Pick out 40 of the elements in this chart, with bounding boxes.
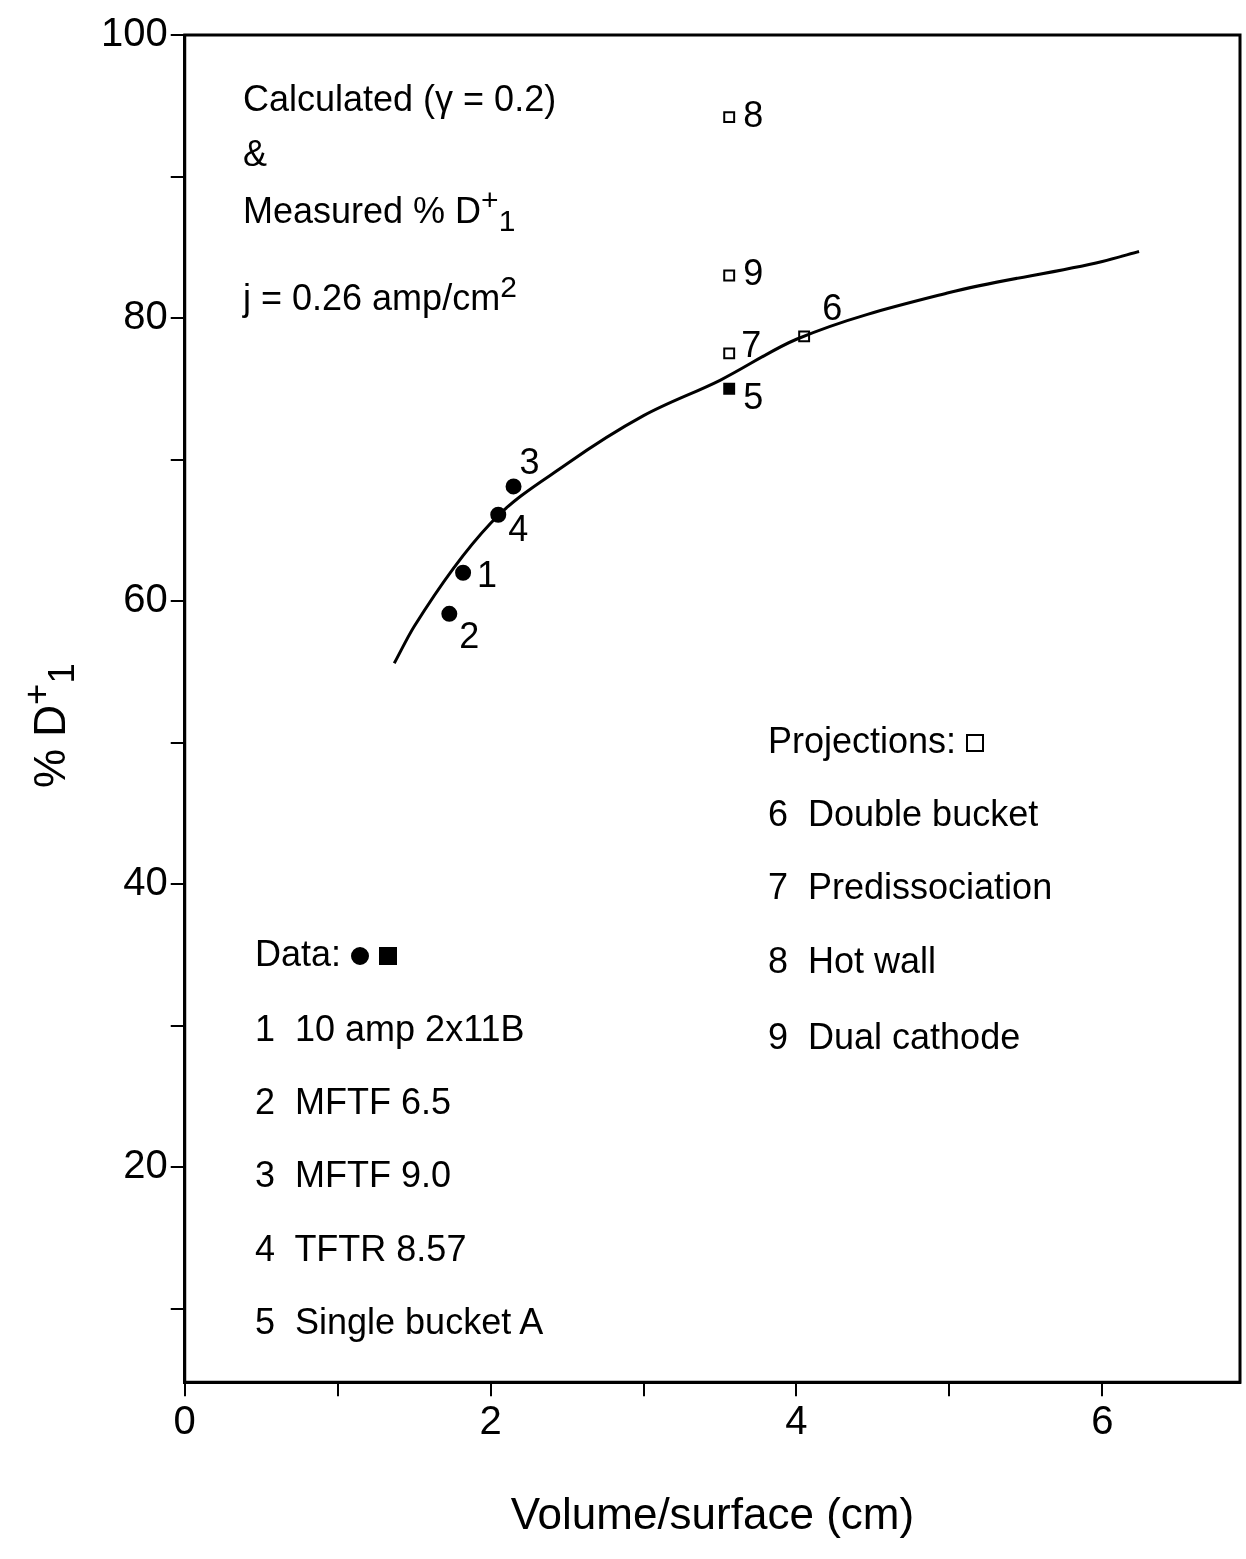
annotation: Calculated (γ = 0.2) bbox=[243, 78, 557, 119]
annotation: 4 bbox=[508, 507, 529, 549]
y-tick-label: 60 bbox=[123, 576, 168, 621]
annotation: 8 Hot wall bbox=[768, 940, 937, 981]
annotation: 1 10 amp 2x11B bbox=[255, 1008, 525, 1049]
annotation: & bbox=[243, 133, 268, 174]
annotation: 5 Single bucket A bbox=[255, 1301, 544, 1342]
annotation: 9 Dual cathode bbox=[768, 1016, 1021, 1057]
annotation: 2 bbox=[459, 614, 480, 656]
x-tick-label: 2 bbox=[479, 1398, 502, 1443]
annotation: j = 0.26 amp/cm$^{2}$ bbox=[243, 270, 517, 318]
x-tick-label: 0 bbox=[173, 1398, 196, 1443]
annotation: 3 bbox=[519, 441, 540, 483]
annotation: Data: bbox=[255, 933, 342, 974]
annotation: 5 bbox=[743, 375, 764, 417]
annotation: 9 bbox=[743, 252, 764, 294]
point bbox=[441, 605, 458, 622]
x-axis-title: Volume/surface (cm) bbox=[510, 1488, 915, 1538]
y-tick-label: 20 bbox=[123, 1142, 168, 1187]
point bbox=[455, 564, 472, 581]
point bbox=[723, 111, 736, 124]
annotation: 4 TFTR 8.57 bbox=[255, 1228, 467, 1269]
annotation: 2 MFTF 6.5 bbox=[255, 1081, 452, 1122]
annotation: 7 Predissociation bbox=[768, 866, 1053, 907]
annotation: Projections: bbox=[768, 720, 957, 761]
annotation: 1 bbox=[477, 553, 498, 595]
annotation: 7 bbox=[741, 324, 762, 366]
point bbox=[723, 347, 736, 360]
x-tick-label: 4 bbox=[785, 1398, 808, 1443]
y-tick-label: 100 bbox=[100, 10, 168, 55]
point bbox=[723, 382, 736, 395]
annotation: 8 bbox=[743, 94, 764, 135]
point bbox=[505, 478, 522, 495]
y-tick-label: 80 bbox=[123, 293, 168, 338]
point bbox=[723, 269, 736, 282]
y-tick-label: 40 bbox=[123, 859, 168, 904]
annotation: 3 MFTF 9.0 bbox=[255, 1154, 452, 1195]
annotation: 6 bbox=[822, 287, 843, 329]
x-tick-label: 6 bbox=[1091, 1398, 1114, 1443]
annotation: 6 Double bucket bbox=[768, 793, 1039, 834]
